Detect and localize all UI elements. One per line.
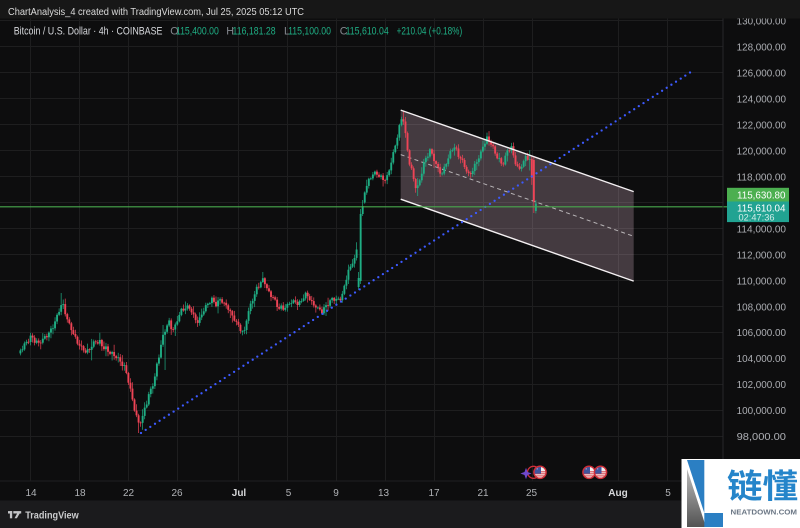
svg-text:18: 18 [74,488,86,499]
svg-text:26: 26 [171,488,183,499]
svg-text:114,000.00: 114,000.00 [737,224,787,235]
svg-text:22: 22 [123,488,135,499]
svg-text:130,000.00: 130,000.00 [737,16,787,27]
svg-text:115,100.00: 115,100.00 [288,26,331,38]
svg-text:112,000.00: 112,000.00 [737,250,787,261]
svg-text:Jul: Jul [232,488,247,499]
svg-text:126,000.00: 126,000.00 [737,68,787,79]
svg-text:115,400.00: 115,400.00 [176,26,219,38]
svg-text:115,610.04: 115,610.04 [346,26,389,38]
svg-text:ChartAnalysis_4 created with T: ChartAnalysis_4 created with TradingView… [8,6,304,18]
svg-text:116,181.28: 116,181.28 [233,26,276,38]
svg-text:17: 17 [428,488,440,499]
svg-text:25: 25 [526,488,538,499]
svg-text:NEATDOWN.COM: NEATDOWN.COM [731,507,798,516]
svg-text:124,000.00: 124,000.00 [737,94,787,105]
svg-text:02:47:36: 02:47:36 [739,213,775,223]
svg-text:106,000.00: 106,000.00 [737,328,787,339]
svg-text:110,000.00: 110,000.00 [737,276,787,287]
svg-text:14: 14 [25,488,37,499]
svg-text:Aug: Aug [608,488,627,499]
svg-text:115,610.04: 115,610.04 [737,203,786,214]
svg-text:122,000.00: 122,000.00 [737,120,787,131]
svg-text:104,000.00: 104,000.00 [737,354,787,365]
svg-text:100,000.00: 100,000.00 [737,406,787,417]
svg-text:118,000.00: 118,000.00 [737,172,787,183]
svg-text:120,000.00: 120,000.00 [737,146,787,157]
svg-text:115,630.80: 115,630.80 [737,190,786,201]
svg-text:128,000.00: 128,000.00 [737,42,787,53]
svg-text:Bitcoin / U.S. Dollar · 4h · C: Bitcoin / U.S. Dollar · 4h · COINBASE [14,26,163,38]
svg-text:9: 9 [333,488,339,499]
svg-text:TradingView: TradingView [25,511,79,522]
svg-text:O: O [170,26,178,38]
svg-text:21: 21 [477,488,489,499]
svg-text:108,000.00: 108,000.00 [737,302,787,313]
svg-text:5: 5 [665,488,671,499]
svg-text:102,000.00: 102,000.00 [737,380,787,391]
svg-text:+210.04 (+0.18%): +210.04 (+0.18%) [397,26,463,38]
svg-text:C: C [340,26,348,38]
svg-text:H: H [226,26,234,38]
svg-text:98,000.00: 98,000.00 [737,432,787,443]
svg-text:5: 5 [286,488,292,499]
svg-text:13: 13 [378,488,390,499]
svg-text:L: L [284,26,290,38]
